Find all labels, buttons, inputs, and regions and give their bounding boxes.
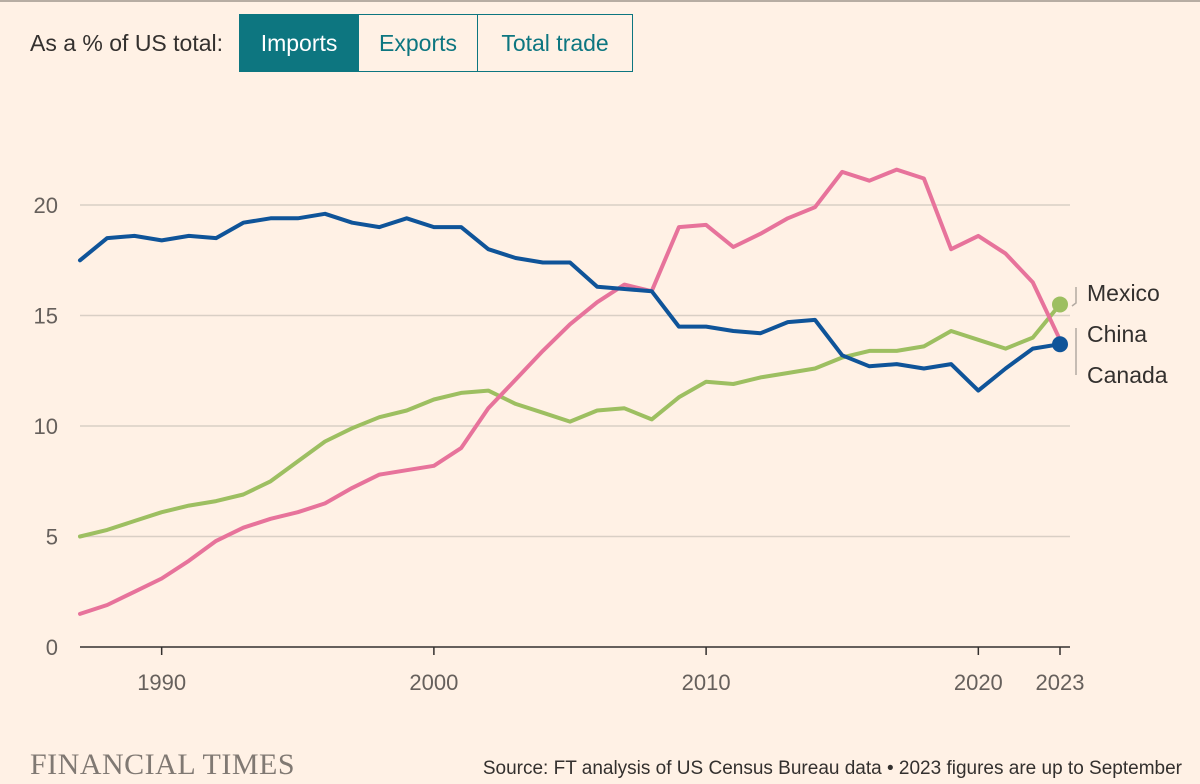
x-tick-label: 2023 <box>1036 670 1085 695</box>
y-tick-label: 15 <box>34 304 58 329</box>
tab-exports[interactable]: Exports <box>359 14 479 72</box>
measure-selector-label: As a % of US total: <box>30 29 224 56</box>
end-marker-mexico <box>1052 296 1068 313</box>
y-tick-label: 5 <box>46 525 58 550</box>
x-tick-label: 2010 <box>682 670 731 695</box>
y-tick-label: 0 <box>46 635 58 660</box>
series-line-china <box>78 167 1062 616</box>
series-line-canada <box>78 211 1062 393</box>
series-label-canada: Canada <box>1087 362 1168 388</box>
x-tick-label: 2020 <box>954 670 1003 695</box>
measure-tabs: Imports Exports Total trade <box>239 14 634 72</box>
series-label-china: China <box>1087 321 1147 347</box>
top-rule <box>0 0 1200 2</box>
line-chart: 0 5 10 15 20 1990 2000 2010 2020 2023 Mexico China C… <box>34 167 1168 695</box>
y-tick-label: 10 <box>34 414 58 439</box>
tab-total-trade[interactable]: Total trade <box>478 14 634 72</box>
tab-imports[interactable]: Imports <box>239 14 360 72</box>
y-tick-label: 20 <box>34 193 58 218</box>
series-label-mexico: Mexico <box>1087 280 1160 306</box>
x-tick-label: 1990 <box>137 670 186 695</box>
ft-logo: FINANCIAL TIMES <box>30 748 296 781</box>
source-note: Source: FT analysis of US Census Bureau … <box>482 758 1182 779</box>
measure-selector: As a % of US total: Imports Exports Tota… <box>30 14 634 72</box>
series-line-mexico <box>78 302 1062 539</box>
end-marker-canada <box>1052 336 1068 353</box>
x-tick-label: 2000 <box>409 670 458 695</box>
mexico-label-connector <box>1071 287 1077 307</box>
